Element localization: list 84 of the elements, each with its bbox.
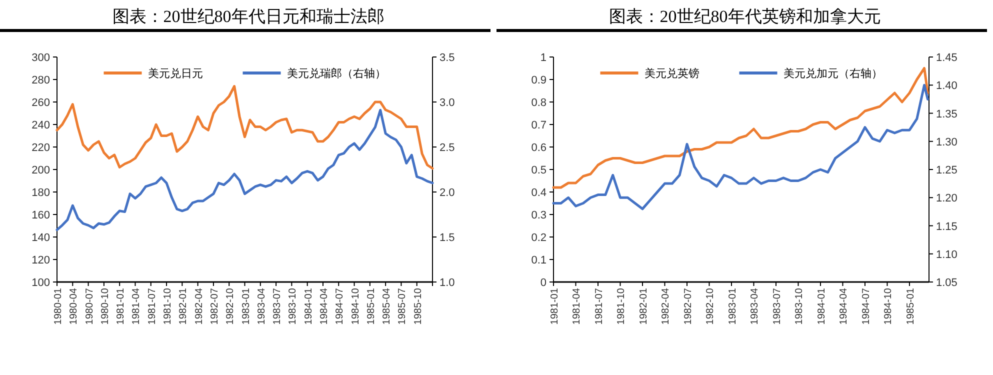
x-tick-label: 1980-04: [68, 288, 80, 325]
y-tick-label: 100: [32, 277, 50, 289]
y-tick-label: 120: [32, 254, 50, 266]
x-tick-label: 1980-10: [100, 288, 111, 325]
y-tick-label: 160: [32, 210, 50, 222]
x-tick-label: 1983-10: [794, 288, 806, 325]
x-tick-label: 1981-01: [116, 288, 127, 325]
y2-tick-label: 1.30: [936, 136, 958, 148]
y-tick-label: 0.7: [531, 120, 546, 132]
x-tick-label: 1982-10: [225, 288, 236, 325]
y-tick-label: 240: [32, 120, 50, 132]
x-tick-label: 1982-01: [638, 288, 650, 325]
y-tick-label: 300: [32, 52, 50, 64]
y2-tick-label: 1.20: [936, 192, 958, 205]
y2-tick-label: 2.0: [440, 187, 455, 199]
x-tick-label: 1983-04: [750, 288, 761, 325]
y2-tick-label: 1.40: [936, 80, 958, 92]
x-tick-label: 1984-10: [883, 288, 894, 325]
x-tick-label: 1984-07: [334, 288, 346, 325]
y2-tick-label: 1.15: [936, 220, 958, 233]
y-tick-label: 0: [540, 277, 546, 289]
x-tick-label: 1983-01: [727, 288, 738, 325]
y-tick-label: 0.3: [531, 210, 546, 222]
legend-label: 美元兑瑞郎（右轴）: [286, 67, 386, 80]
legend-label: 美元兑日元: [148, 67, 203, 80]
legend-label: 美元兑英镑: [644, 67, 700, 80]
x-tick-label: 1981-04: [131, 288, 142, 325]
y2-tick-label: 3.0: [440, 97, 455, 109]
x-tick-label: 1985-01: [366, 288, 377, 325]
x-tick-label: 1985-04: [382, 288, 393, 325]
x-tick-label: 1985-10: [412, 288, 424, 325]
x-tick-label: 1985-01: [905, 288, 916, 325]
y2-tick-label: 1.0: [440, 277, 455, 289]
y-tick-label: 280: [32, 74, 50, 86]
y-tick-label: 0.4: [531, 187, 546, 199]
x-tick-label: 1984-01: [816, 288, 828, 325]
x-tick-label: 1983-10: [288, 288, 299, 325]
x-tick-label: 1982-10: [705, 288, 716, 325]
x-tick-label: 1982-04: [660, 288, 672, 325]
y-tick-label: 0.5: [531, 164, 546, 176]
x-tick-label: 1984-07: [860, 288, 872, 325]
x-tick-label: 1984-04: [318, 288, 330, 325]
x-tick-label: 1983-07: [272, 288, 284, 325]
x-tick-label: 1982-07: [682, 288, 694, 325]
x-tick-label: 1983-07: [772, 288, 783, 325]
y-tick-label: 0.2: [531, 232, 546, 244]
y2-tick-label: 1.25: [936, 164, 958, 176]
y2-tick-label: 3.5: [440, 52, 455, 64]
x-tick-label: 1981-10: [162, 288, 174, 325]
x-tick-label: 1981-01: [550, 288, 560, 325]
x-tick-label: 1982-07: [209, 288, 220, 325]
x-tick-label: 1981-04: [572, 288, 583, 325]
y-tick-label: 220: [32, 142, 50, 154]
y-tick-label: 140: [32, 232, 50, 244]
x-tick-label: 1981-10: [616, 288, 628, 325]
x-tick-label: 1981-07: [594, 288, 605, 325]
y-tick-label: 0.8: [531, 97, 546, 109]
x-tick-label: 1983-01: [240, 288, 252, 325]
y-tick-label: 260: [32, 97, 50, 109]
y2-tick-label: 1.45: [936, 52, 958, 64]
x-tick-label: 1980-07: [84, 288, 96, 325]
x-tick-label: 1984-04: [838, 288, 850, 325]
y-tick-label: 1: [540, 52, 546, 64]
y2-tick-label: 1.05: [936, 277, 958, 289]
chart-title: 图表：20世纪80年代英镑和加拿大元: [608, 7, 881, 26]
y-tick-label: 0.9: [531, 74, 546, 86]
x-tick-label: 1983-04: [256, 288, 268, 325]
x-tick-label: 1982-04: [194, 288, 205, 325]
y2-tick-label: 1.35: [936, 108, 958, 120]
y2-tick-label: 2.5: [440, 142, 455, 154]
x-tick-label: 1984-10: [350, 288, 362, 325]
y-tick-label: 0.6: [531, 142, 546, 154]
y-tick-label: 200: [32, 164, 50, 176]
y2-tick-label: 1.10: [936, 248, 958, 261]
x-tick-label: 1984-01: [303, 288, 314, 325]
x-tick-label: 1982-01: [178, 288, 190, 325]
x-tick-label: 1981-07: [146, 288, 158, 325]
legend-label: 美元兑加元（右轴）: [783, 67, 882, 80]
chart-title: 图表：20世纪80年代日元和瑞士法郎: [112, 7, 384, 26]
x-tick-label: 1980-01: [53, 288, 64, 325]
y-tick-label: 0.1: [531, 254, 546, 266]
y-tick-label: 180: [32, 187, 50, 199]
x-tick-label: 1985-07: [397, 288, 408, 325]
y2-tick-label: 1.5: [440, 232, 455, 244]
